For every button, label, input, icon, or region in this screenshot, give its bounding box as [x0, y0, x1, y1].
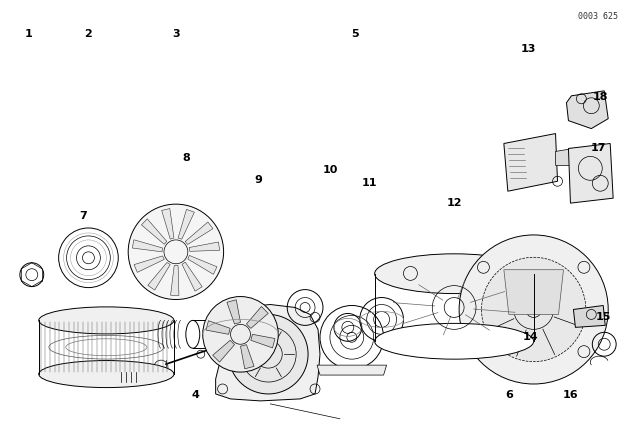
Text: 7: 7 [79, 211, 87, 221]
Text: 14: 14 [523, 332, 538, 342]
Ellipse shape [374, 254, 534, 293]
Circle shape [481, 257, 586, 362]
Text: 12: 12 [447, 198, 462, 208]
Polygon shape [206, 321, 230, 334]
Polygon shape [182, 262, 202, 291]
Text: 5: 5 [351, 29, 358, 39]
Circle shape [203, 297, 278, 372]
Polygon shape [189, 242, 220, 251]
Polygon shape [573, 306, 605, 327]
Polygon shape [216, 305, 320, 401]
Text: 10: 10 [323, 165, 338, 175]
Text: 11: 11 [362, 178, 378, 188]
Ellipse shape [39, 307, 174, 334]
Polygon shape [188, 255, 217, 274]
Ellipse shape [374, 323, 534, 359]
Polygon shape [246, 306, 268, 328]
Text: 6: 6 [505, 390, 513, 400]
Polygon shape [148, 263, 170, 290]
Text: 13: 13 [521, 44, 536, 54]
Polygon shape [134, 256, 164, 272]
Polygon shape [504, 134, 557, 191]
Polygon shape [504, 270, 563, 314]
Ellipse shape [214, 320, 223, 348]
Polygon shape [141, 219, 167, 244]
Text: 8: 8 [182, 153, 189, 164]
Polygon shape [178, 209, 195, 239]
Polygon shape [317, 365, 387, 375]
Polygon shape [241, 345, 254, 369]
Polygon shape [251, 334, 275, 348]
Polygon shape [556, 148, 573, 165]
Text: 4: 4 [192, 390, 200, 400]
Polygon shape [132, 240, 163, 252]
Text: 1: 1 [25, 29, 33, 39]
Polygon shape [212, 340, 234, 362]
Circle shape [128, 204, 223, 300]
Text: 3: 3 [172, 29, 180, 39]
Polygon shape [566, 91, 608, 129]
Circle shape [459, 235, 608, 384]
Text: 18: 18 [593, 92, 608, 102]
Text: 17: 17 [591, 143, 606, 154]
Text: 2: 2 [84, 29, 92, 39]
Text: 15: 15 [596, 312, 611, 323]
Polygon shape [227, 300, 241, 324]
Circle shape [228, 314, 308, 394]
Text: 0003 625: 0003 625 [579, 12, 618, 21]
Polygon shape [185, 222, 213, 245]
Polygon shape [171, 266, 179, 295]
Polygon shape [162, 208, 174, 239]
Polygon shape [568, 143, 613, 203]
Text: 16: 16 [563, 390, 579, 400]
Text: 9: 9 [255, 175, 262, 185]
Ellipse shape [39, 361, 174, 388]
